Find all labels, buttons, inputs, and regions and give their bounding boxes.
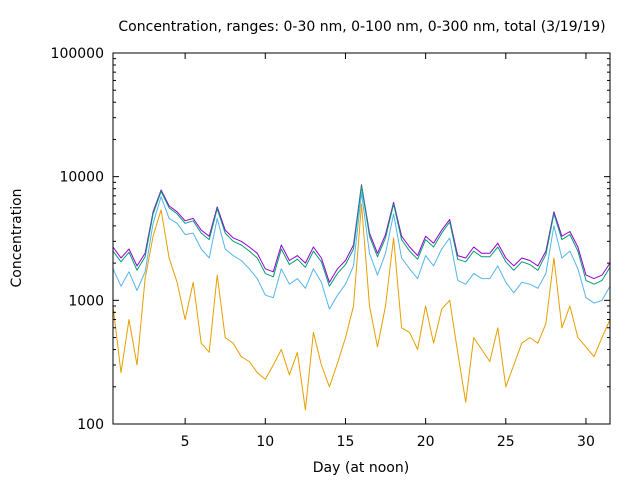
- y-axis-label: Concentration: [9, 188, 25, 287]
- series-layer: [112, 184, 611, 411]
- x-tick-label: 30: [577, 434, 595, 450]
- x-axis-label: Day (at noon): [313, 460, 409, 476]
- x-tick-label: 10: [256, 434, 274, 450]
- y-axis-ticks: 100 1000 10000 100000: [51, 46, 610, 433]
- x-tick-label: 25: [497, 434, 515, 450]
- x-tick-label: 15: [337, 434, 355, 450]
- x-tick-label: 5: [181, 434, 190, 450]
- x-axis-ticks: 5 10 15 20 25 30: [181, 53, 595, 450]
- chart-title: Concentration, ranges: 0-30 nm, 0-100 nm…: [118, 19, 605, 35]
- y-tick-label: 10000: [59, 170, 104, 186]
- plot-frame: [112, 52, 611, 425]
- x-tick-label: 20: [417, 434, 435, 450]
- series-line-3: [112, 203, 611, 411]
- y-tick-label: 100: [77, 417, 104, 433]
- y-tick-label: 1000: [68, 293, 104, 309]
- y-tick-label: 100000: [51, 46, 104, 62]
- series-line-2: [112, 192, 611, 310]
- series-line-1: [112, 185, 611, 287]
- series-line-0: [112, 184, 611, 283]
